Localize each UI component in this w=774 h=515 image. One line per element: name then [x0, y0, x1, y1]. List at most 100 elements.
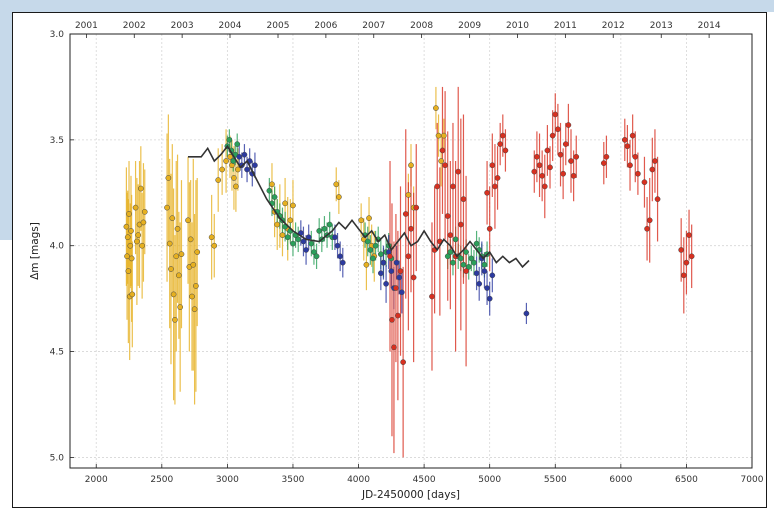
red-data-point — [678, 247, 685, 253]
red-data-point — [562, 141, 569, 147]
green-data-point — [447, 249, 454, 255]
yellow-data-point — [366, 215, 372, 222]
yellow-data-point — [235, 166, 241, 173]
year-tick-label: 2004 — [219, 21, 242, 31]
yellow-data-point — [165, 175, 172, 181]
yellow-data-point — [358, 217, 365, 224]
blue-data-point — [337, 253, 344, 260]
yellow-data-point — [141, 208, 148, 215]
year-tick-label: 2006 — [314, 21, 337, 31]
red-data-point — [434, 183, 441, 190]
blue-data-point — [481, 268, 488, 274]
green-data-point — [284, 234, 291, 241]
x-axis-label: JD-2450000 [days] — [361, 489, 460, 501]
yellow-data-point — [208, 234, 215, 241]
yellow-data-point — [408, 162, 414, 169]
yellow-data-point — [219, 166, 225, 173]
blue-data-point — [377, 270, 384, 277]
year-tick-label: 2011 — [554, 21, 577, 31]
red-data-point — [484, 189, 490, 196]
red-data-point — [649, 166, 656, 173]
green-data-point — [308, 240, 315, 247]
red-data-point — [395, 312, 401, 319]
yellow-data-point — [440, 132, 447, 139]
red-data-point — [405, 253, 412, 260]
blue-data-point — [476, 280, 483, 287]
red-data-point — [603, 153, 610, 160]
yellow-data-point — [124, 253, 130, 260]
red-data-point — [486, 225, 493, 232]
green-data-point — [481, 261, 488, 268]
red-data-point — [489, 162, 496, 169]
blue-data-point — [396, 274, 403, 281]
yellow-data-point — [287, 217, 294, 224]
blue-data-point — [241, 151, 248, 158]
yellow-data-point — [129, 291, 136, 298]
red-data-point — [408, 225, 414, 232]
yellow-data-point — [194, 249, 201, 255]
y-tick-label: 4.0 — [50, 242, 65, 252]
year-tick-label: 2008 — [410, 21, 433, 31]
yellow-data-point — [178, 251, 185, 258]
blue-data-point — [339, 259, 346, 266]
green-data-point — [326, 221, 333, 228]
green-data-point — [372, 242, 379, 249]
yellow-data-point — [174, 225, 181, 232]
x-tick-label: 4000 — [347, 475, 370, 485]
green-data-point — [471, 259, 477, 266]
red-data-point — [455, 168, 462, 175]
yellow-data-point — [125, 268, 132, 274]
yellow-data-point — [135, 232, 142, 238]
green-data-point — [377, 251, 384, 258]
red-data-point — [499, 132, 506, 139]
blue-data-point — [303, 247, 309, 253]
year-tick-label: 2007 — [362, 21, 385, 31]
y-axis-label: Δm [mags] — [29, 222, 41, 280]
yellow-data-point — [191, 306, 198, 313]
red-data-point — [439, 147, 446, 154]
x-axis-ticks: 2000 2500 3000 3500 4000 4500 5000 5500 6000 6500… — [85, 464, 764, 485]
blue-data-point — [252, 162, 258, 169]
yellow-data-point — [227, 153, 233, 160]
green-data-point — [444, 253, 451, 260]
green-data-point — [463, 249, 469, 255]
yellow-data-point — [189, 293, 195, 300]
red-data-point — [442, 162, 448, 169]
x-tick-label: 2000 — [85, 475, 108, 485]
yellow-data-point — [134, 238, 140, 245]
green-data-point — [266, 187, 273, 194]
blue-data-point — [332, 234, 338, 241]
y-tick-label: 3.0 — [50, 30, 65, 40]
yellow-data-point — [128, 228, 134, 234]
yellow-data-point — [137, 185, 144, 192]
green-data-point — [468, 255, 475, 262]
yellow-data-point — [190, 261, 197, 268]
red-data-point — [502, 147, 509, 154]
blue-data-point — [489, 272, 496, 279]
yellow-data-point — [123, 223, 130, 230]
y-tick-label: 5.0 — [50, 453, 65, 463]
green-data-point — [465, 264, 472, 270]
red-data-point — [624, 143, 631, 150]
blue-data-point — [484, 285, 490, 291]
red-data-point — [629, 132, 636, 139]
green-data-point — [290, 240, 296, 247]
green-data-point — [271, 194, 278, 200]
red-data-point — [429, 293, 435, 300]
y-tick-label: 4.5 — [50, 348, 64, 358]
red-data-point — [560, 170, 566, 177]
red-data-point — [632, 153, 639, 160]
x-tick-label: 2500 — [150, 475, 173, 485]
red-data-point — [497, 141, 504, 147]
red-data-point — [447, 232, 454, 238]
red-data-point — [402, 211, 409, 217]
yellow-data-point — [282, 200, 288, 207]
red-data-point — [652, 158, 658, 164]
yellow-data-point — [172, 316, 178, 323]
red-data-point — [397, 268, 404, 274]
green-data-point — [457, 255, 464, 262]
yellow-data-point — [193, 283, 199, 289]
red-data-point — [492, 183, 498, 190]
yellow-data-point — [223, 158, 229, 164]
red-data-point — [565, 122, 572, 128]
